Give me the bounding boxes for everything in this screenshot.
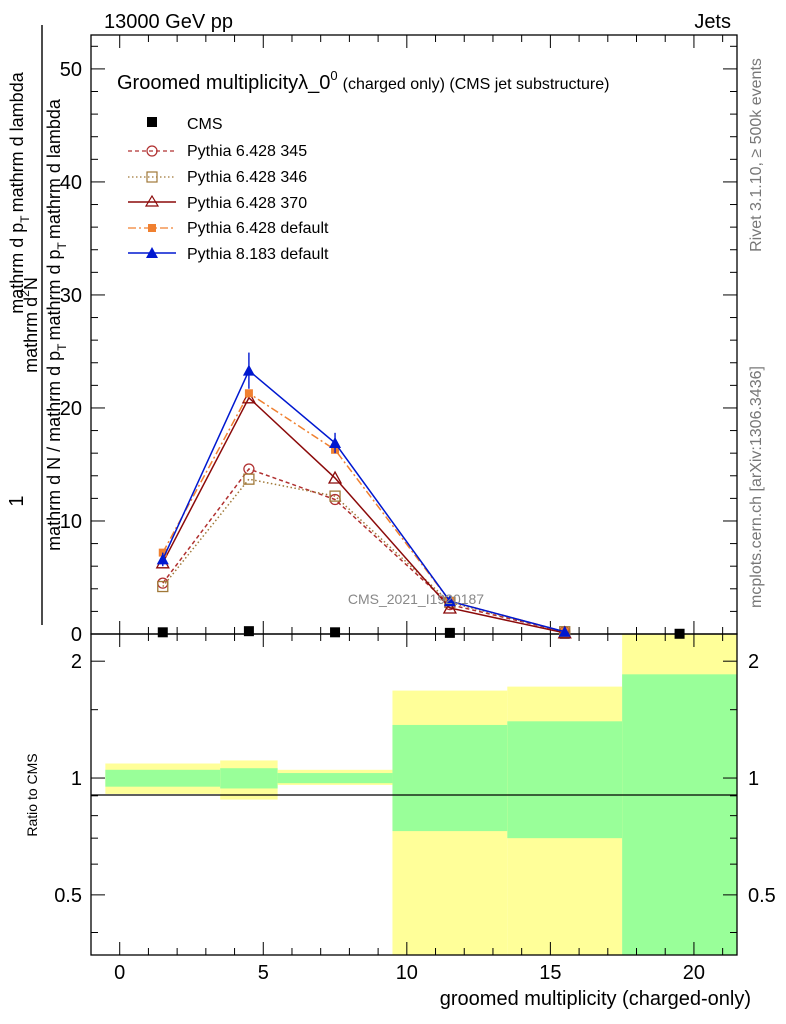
x-tick-label-10: 10 (396, 962, 418, 984)
analysis-watermark: CMS_2021_I1920187 (348, 591, 484, 607)
y-tick-label-0: 0 (71, 624, 82, 646)
y-tick-label-20: 20 (60, 398, 82, 420)
point-p346-0 (157, 580, 169, 593)
y-label-one: 1 (6, 495, 28, 506)
plot-title: Groomed multiplicityλ_00(charged only) (… (117, 68, 609, 94)
legend-marker-p8def (146, 247, 158, 258)
point-p370-2 (327, 470, 343, 484)
point-cms-2 (330, 627, 341, 638)
data-series (155, 352, 685, 639)
legend-marker-p345 (146, 145, 158, 157)
ratio-inner-band-2 (277, 773, 393, 784)
legend-marker-p346 (146, 171, 158, 183)
mcplots-label: mcplots.cern.ch [arXiv:1306.3436] (748, 366, 765, 608)
series-p8def (156, 352, 571, 637)
point-p8def-1 (242, 364, 255, 376)
x-tick-label-20: 20 (683, 962, 705, 984)
point-p346-2 (329, 490, 341, 502)
x-tick-label-15: 15 (539, 962, 561, 984)
point-cms-1 (243, 626, 254, 637)
category-label: Jets (694, 11, 731, 33)
point-cms-5 (674, 628, 685, 639)
series-cms (157, 626, 685, 639)
axis-ticks (90, 35, 737, 955)
legend-label-p345: Pythia 6.428 345 (187, 143, 307, 160)
legend: CMS Pythia 6.428 345 Pythia 6.428 346 Py… (128, 116, 329, 263)
ratio-inner-band-4 (507, 721, 623, 839)
point-p8def-4 (558, 625, 571, 637)
x-tick-label-5: 5 (258, 962, 269, 984)
main-y-axis-label: mathrm d2N mathrm d N / mathrm d pTmathr… (18, 25, 69, 625)
legend-marker-p370 (144, 194, 160, 207)
y-tick-label-30: 30 (60, 285, 82, 307)
point-cms-3 (444, 627, 455, 638)
ratio-tick-label-right-0.5: 0.5 (748, 885, 776, 907)
point-p370-3 (442, 600, 457, 614)
legend-label-p8def: Pythia 8.183 default (187, 246, 329, 263)
legend-label-p370: Pythia 6.428 370 (187, 195, 307, 212)
series-p346 (157, 473, 571, 638)
ratio-y-axis-label: Ratio to CMS (24, 753, 40, 836)
ratio-inner-band-1 (220, 768, 278, 789)
ratio-tick-label-left-1: 1 (71, 768, 82, 790)
x-tick-label-0: 0 (114, 962, 125, 984)
y-tick-label-40: 40 (60, 172, 82, 194)
ratio-tick-label-right-2: 2 (748, 651, 759, 673)
ratio-tick-label-left-2: 2 (71, 651, 82, 673)
point-p8def-2 (329, 436, 342, 448)
y-label-bottom: mathrm d N / mathrm d pTmathrm d pTmathr… (44, 98, 69, 551)
axis-tick-labels: 0 5 10 15 20 0 10 20 30 40 50 0.5 0.5 1 1 2 2 (54, 59, 776, 984)
series-p345 (157, 463, 571, 638)
legend-cms-marker (147, 117, 157, 127)
point-p346-1 (243, 473, 255, 485)
ratio-inner-band-5 (622, 674, 737, 955)
legend-label-p346: Pythia 6.428 346 (187, 169, 307, 186)
rivet-version-label: Rivet 3.1.10, ≥ 500k events (748, 58, 765, 252)
y-tick-label-10: 10 (60, 511, 82, 533)
y-label-upper-den: mathrm d pTmathrm d lambda (7, 71, 32, 313)
main-y-axis-label-upper: mathrm d pTmathrm d lambda 1 (6, 71, 32, 506)
ratio-uncertainty-bands (105, 634, 737, 955)
energy-label: 13000 GeV pp (104, 11, 233, 33)
y-label-top: mathrm d2N (18, 277, 41, 373)
ratio-tick-label-left-0.5: 0.5 (54, 885, 82, 907)
legend-label-p6def: Pythia 6.428 default (187, 220, 329, 237)
y-tick-label-50: 50 (60, 59, 82, 81)
point-cms-0 (157, 627, 168, 638)
point-p8def-0 (156, 553, 169, 565)
legend-label-cms: CMS (187, 116, 223, 133)
point-p8def-3 (443, 595, 456, 607)
x-axis-label: groomed multiplicity (charged-only) (440, 988, 751, 1010)
ratio-tick-label-right-1: 1 (748, 768, 759, 790)
point-p6def-1 (244, 389, 253, 398)
series-line-p370 (162, 396, 565, 634)
series-line-p345 (162, 468, 565, 633)
ratio-inner-band-3 (392, 724, 508, 832)
ratio-inner-band-0 (105, 769, 221, 787)
legend-marker-p6def (148, 224, 156, 232)
